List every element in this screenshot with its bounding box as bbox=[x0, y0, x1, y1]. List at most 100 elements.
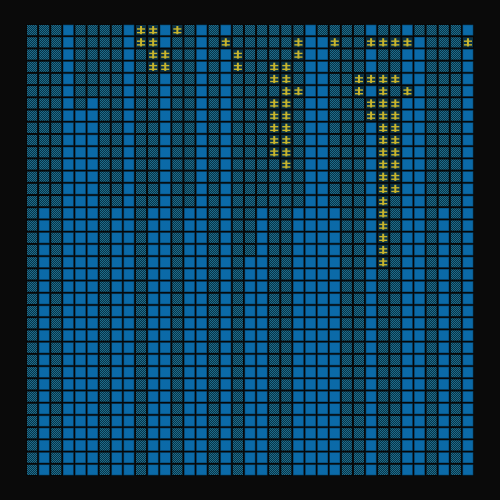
tile-dither bbox=[269, 171, 280, 182]
tile-dither bbox=[438, 110, 449, 121]
tile-dither bbox=[426, 98, 437, 109]
tile-dither bbox=[148, 183, 159, 195]
tile-solid bbox=[256, 342, 268, 354]
tile-dither bbox=[51, 73, 62, 85]
tile-solid bbox=[111, 403, 123, 415]
tile-dither bbox=[208, 464, 219, 475]
tile-solid bbox=[87, 452, 98, 464]
tile-solid bbox=[159, 366, 171, 378]
tile-dither bbox=[39, 196, 50, 207]
tile-glyph bbox=[390, 98, 401, 109]
tile-solid bbox=[462, 256, 474, 268]
tile-solid bbox=[196, 24, 207, 36]
tile-dither bbox=[51, 122, 62, 133]
tile-solid bbox=[159, 232, 171, 244]
tile-solid bbox=[305, 110, 316, 122]
tile-dither bbox=[426, 367, 437, 378]
tile-dither bbox=[135, 61, 147, 72]
tile-solid bbox=[87, 159, 98, 170]
tile-dither bbox=[244, 61, 256, 72]
tile-solid bbox=[87, 256, 98, 268]
tile-solid bbox=[317, 244, 328, 256]
tile-dither bbox=[390, 305, 401, 317]
tile-dither bbox=[450, 403, 461, 414]
tile-solid bbox=[365, 440, 377, 451]
tile-solid bbox=[365, 159, 377, 170]
tile-solid bbox=[63, 342, 74, 354]
tile-solid bbox=[87, 110, 98, 122]
tile-dither bbox=[450, 220, 461, 231]
tile-solid bbox=[123, 61, 135, 73]
tile-dither bbox=[27, 293, 38, 304]
tile-dither bbox=[208, 452, 219, 463]
tile-solid bbox=[365, 183, 377, 195]
tile-solid bbox=[147, 464, 159, 476]
tile-dither bbox=[75, 37, 86, 48]
tile-dither bbox=[438, 37, 449, 48]
tile-solid bbox=[402, 293, 413, 305]
tile-solid bbox=[196, 305, 207, 317]
tile-map[interactable] bbox=[26, 24, 474, 476]
tile-dither bbox=[390, 354, 401, 366]
tile-dither bbox=[27, 440, 38, 451]
tile-solid bbox=[38, 464, 50, 476]
tile-solid bbox=[305, 159, 316, 170]
tile-dither bbox=[232, 110, 243, 121]
tile-dither bbox=[244, 159, 256, 170]
tile-glyph bbox=[378, 220, 389, 231]
tile-dither bbox=[208, 159, 219, 170]
tile-glyph bbox=[378, 134, 389, 146]
tile-solid bbox=[159, 134, 171, 146]
tile-solid bbox=[462, 73, 474, 85]
tile-dither bbox=[281, 196, 292, 207]
tile-solid bbox=[329, 391, 341, 403]
tile-dither bbox=[39, 37, 50, 48]
tile-solid bbox=[402, 110, 413, 122]
tile-solid bbox=[111, 256, 123, 268]
tile-solid bbox=[123, 24, 135, 36]
tile-solid bbox=[159, 452, 171, 464]
tile-solid bbox=[63, 232, 74, 244]
tile-dither bbox=[390, 220, 401, 231]
tile-dither bbox=[99, 415, 110, 427]
tile-dither bbox=[257, 61, 268, 72]
tile-dither bbox=[390, 293, 401, 304]
tile-dither bbox=[341, 403, 352, 414]
tile-solid bbox=[256, 256, 268, 268]
tile-dither bbox=[51, 49, 62, 60]
tile-dither bbox=[281, 171, 292, 182]
tile-solid bbox=[462, 452, 474, 464]
tile-solid bbox=[414, 366, 425, 378]
tile-glyph bbox=[378, 37, 389, 48]
tile-dither bbox=[99, 147, 110, 158]
tile-solid bbox=[414, 378, 425, 390]
tile-dither bbox=[426, 391, 437, 402]
tile-glyph bbox=[160, 61, 171, 72]
tile-dither bbox=[353, 440, 365, 451]
tile-solid bbox=[402, 281, 413, 293]
tile-solid bbox=[365, 85, 377, 97]
tile-dither bbox=[450, 342, 461, 353]
tile-solid bbox=[123, 464, 135, 476]
tile-solid bbox=[184, 244, 195, 256]
tile-solid bbox=[438, 378, 450, 390]
tile-solid bbox=[329, 269, 341, 280]
tile-solid bbox=[365, 305, 377, 317]
tile-dither bbox=[99, 281, 110, 292]
tile-solid bbox=[147, 427, 159, 439]
tile-solid bbox=[220, 183, 232, 195]
tile-solid bbox=[414, 403, 425, 415]
tile-dither bbox=[232, 183, 243, 195]
tile-dither bbox=[135, 98, 147, 109]
tile-solid bbox=[147, 317, 159, 329]
tile-solid bbox=[123, 366, 135, 378]
tile-solid bbox=[159, 207, 171, 219]
tile-solid bbox=[317, 427, 328, 439]
tile-dither bbox=[378, 49, 389, 60]
tile-dither bbox=[51, 61, 62, 72]
tile-dither bbox=[208, 269, 219, 280]
tile-dither bbox=[51, 428, 62, 439]
tile-dither bbox=[426, 281, 437, 292]
tile-dither bbox=[232, 342, 243, 353]
tile-solid bbox=[365, 366, 377, 378]
